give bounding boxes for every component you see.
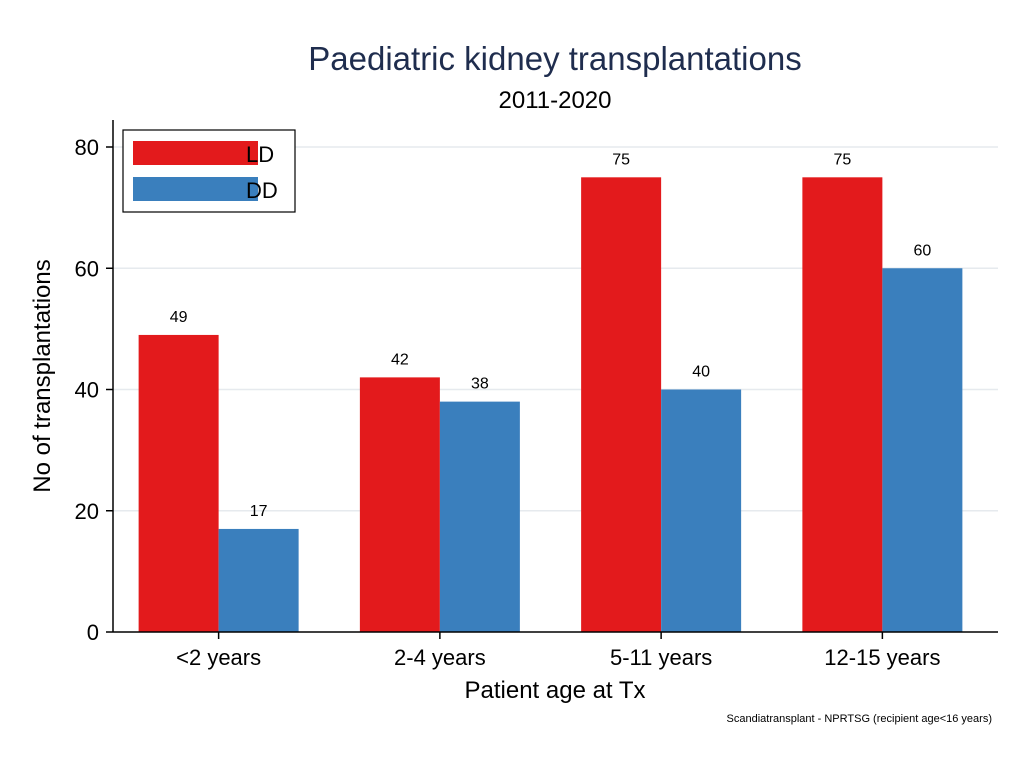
chart-subtitle: 2011-2020	[499, 87, 612, 114]
x-tick-label-2-4-years: 2-4 years	[394, 645, 486, 670]
legend-label-dd: DD	[246, 178, 278, 203]
bar-dd-5-11-years	[661, 389, 742, 632]
y-axis-ticks: 0 20 40 60 80	[75, 135, 113, 645]
bar-dd-12-15-years	[882, 268, 963, 632]
bars	[138, 177, 963, 632]
data-labels: 49 17 42 38 75 40 75 60	[170, 151, 932, 520]
x-tick-label-5-11-years: 5-11 years	[610, 645, 712, 670]
x-axis-title: Patient age at Tx	[464, 677, 645, 704]
x-tick-label-2-years: <2 years	[176, 645, 261, 670]
y-tick-label-60: 60	[75, 256, 99, 281]
y-tick-label-20: 20	[75, 499, 99, 524]
y-axis-title: No of transplantations	[29, 259, 56, 492]
bar-dd-2-years	[218, 528, 299, 632]
data-label-dd-2-years: 17	[250, 503, 268, 520]
x-tick-label-12-15-years: 12-15 years	[824, 645, 940, 670]
y-tick-label-80: 80	[75, 135, 99, 160]
bar-dd-2-4-years	[439, 401, 520, 632]
source-note: Scandiatransplant - NPRTSG (recipient ag…	[727, 713, 992, 725]
bar-ld-5-11-years	[581, 177, 662, 632]
data-label-ld-2-years: 49	[170, 309, 188, 326]
legend-swatch-ld	[133, 141, 258, 165]
data-label-ld-12-15-years: 75	[833, 151, 851, 168]
legend: LD DD	[122, 129, 296, 213]
bar-ld-2-4-years	[359, 377, 440, 632]
legend-label-ld: LD	[246, 142, 274, 167]
y-tick-label-0: 0	[87, 620, 99, 645]
data-label-dd-2-4-years: 38	[471, 376, 489, 393]
bar-ld-12-15-years	[802, 177, 883, 632]
legend-swatch-dd	[133, 177, 258, 201]
data-label-dd-5-11-years: 40	[692, 364, 710, 381]
y-tick-label-40: 40	[75, 378, 99, 403]
x-axis-ticks: <2 years 2-4 years 5-11 years 12-15 years	[176, 632, 940, 670]
bar-ld-2-years	[138, 334, 219, 632]
data-label-ld-2-4-years: 42	[391, 351, 409, 368]
data-label-dd-12-15-years: 60	[913, 242, 931, 259]
chart-title: Paediatric kidney transplantations	[308, 40, 801, 77]
data-label-ld-5-11-years: 75	[612, 151, 630, 168]
